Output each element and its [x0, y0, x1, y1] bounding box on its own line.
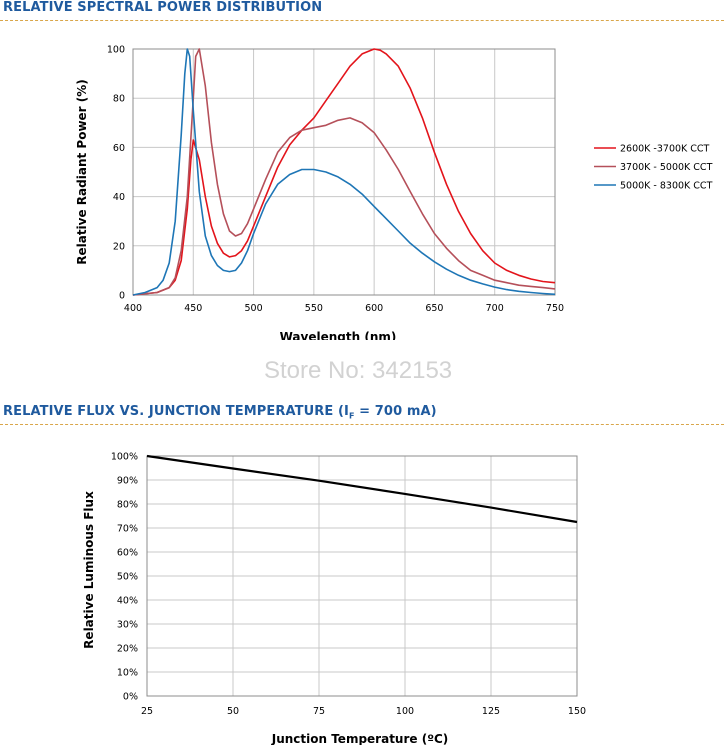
x-axis-title: Wavelength (nm) — [280, 330, 397, 340]
y-axis-title: Relative Luminous Flux — [82, 491, 96, 649]
x-tick-label: 750 — [546, 303, 564, 314]
y-tick-label: 40% — [117, 596, 138, 607]
x-tick-label: 75 — [313, 706, 325, 717]
y-tick-label: 60% — [117, 548, 138, 559]
title-divider-bottom — [0, 424, 724, 425]
x-tick-label: 50 — [227, 706, 239, 717]
x-tick-label: 550 — [305, 303, 323, 314]
x-tick-label: 450 — [184, 303, 202, 314]
x-tick-label: 125 — [482, 706, 500, 717]
y-tick-label: 100 — [107, 45, 125, 56]
x-tick-label: 650 — [425, 303, 443, 314]
x-tick-label: 100 — [396, 706, 414, 717]
flux-chart-title: RELATIVE FLUX VS. JUNCTION TEMPERATURE (… — [3, 404, 437, 421]
y-tick-label: 70% — [117, 524, 138, 535]
series-line-1 — [132, 48, 556, 296]
plot-border — [146, 455, 578, 697]
y-tick-label: 100% — [111, 452, 138, 463]
y-tick-label: 80 — [113, 94, 125, 105]
series-line-1 — [146, 454, 578, 524]
y-tick-label: 30% — [117, 620, 138, 631]
plot-border — [132, 48, 556, 296]
y-tick-label: 10% — [117, 668, 138, 679]
y-tick-label: 50% — [117, 572, 138, 583]
y-tick-label: 80% — [117, 500, 138, 511]
x-tick-label: 150 — [568, 706, 586, 717]
legend-label-1: 2600K -3700K CCT — [620, 144, 710, 155]
y-tick-label: 20% — [117, 644, 138, 655]
store-watermark: Store No: 342153 — [264, 357, 453, 384]
x-tick-label: 500 — [245, 303, 263, 314]
y-tick-label: 60 — [113, 143, 125, 154]
spectral-power-chart: 400 450 500 550 600 650 700 750 0 20 40 60 80 100 2600… — [75, 45, 713, 341]
legend-label-2: 3700K - 5000K CCT — [620, 162, 713, 173]
series-line-2 — [132, 48, 556, 296]
x-tick-label: 25 — [141, 706, 153, 717]
x-tick-label: 700 — [486, 303, 504, 314]
series-line-3 — [132, 48, 556, 296]
y-tick-label: 40 — [113, 192, 125, 203]
spectral-chart-title: RELATIVE SPECTRAL POWER DISTRIBUTION — [3, 0, 323, 15]
y-tick-label: 0 — [119, 291, 125, 302]
y-tick-label: 0% — [123, 692, 138, 703]
x-axis-title: Junction Temperature (ºC) — [271, 732, 449, 745]
x-tick-label: 400 — [124, 303, 142, 314]
x-tick-label: 600 — [365, 303, 383, 314]
legend-label-3: 5000K - 8300K CCT — [620, 181, 713, 192]
y-tick-label: 20 — [113, 241, 125, 252]
y-tick-label: 90% — [117, 476, 138, 487]
title-divider-top — [0, 20, 724, 21]
y-axis-title: Relative Radiant Power (%) — [75, 79, 89, 265]
